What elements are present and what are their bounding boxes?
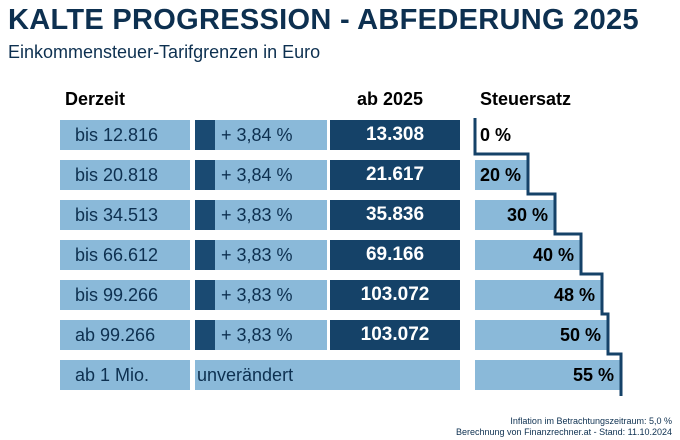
row-marker (195, 160, 215, 190)
current-limit-cell: ab 99.266 (60, 320, 190, 350)
header-current: Derzeit (65, 89, 126, 109)
increase-cell: + 3,83 % (215, 240, 327, 270)
footnote-source: Berechnung von Finanzrechner.at - Stand:… (456, 427, 672, 437)
row-marker (195, 240, 215, 270)
current-limit-cell: bis 99.266 (60, 280, 190, 310)
tax-rate-label: 0 % (480, 125, 512, 145)
current-limit-cell: bis 12.816 (60, 120, 190, 150)
tax-rate-label: 40 % (532, 245, 574, 265)
chart-subtitle: Einkommensteuer-Tarifgrenzen in Euro (8, 42, 321, 62)
staircase-outline (473, 118, 623, 396)
new-limit-cell: 103.072 (330, 280, 460, 310)
new-limit-cell: 21.617 (330, 160, 460, 190)
tax-rate-label: 30 % (506, 205, 548, 225)
row-marker (195, 120, 215, 150)
tax-rate-label: 48 % (553, 285, 595, 305)
increase-cell: + 3,84 % (215, 120, 327, 150)
tax-rate-bar (475, 360, 621, 390)
increase-cell: + 3,83 % (215, 320, 327, 350)
row-marker (195, 280, 215, 310)
row-marker (195, 320, 215, 350)
header-tax-rate: Steuersatz (480, 89, 572, 109)
increase-cell: + 3,83 % (215, 200, 327, 230)
new-limit-cell: 13.308 (330, 120, 460, 150)
increase-cell: + 3,84 % (215, 160, 327, 190)
tax-rate-bar (475, 280, 602, 310)
new-limit-cell: 35.836 (330, 200, 460, 230)
tax-rate-label: 20 % (479, 165, 521, 185)
current-limit-cell: bis 66.612 (60, 240, 190, 270)
tax-rate-label: 50 % (559, 325, 601, 345)
new-limit-cell: 103.072 (330, 320, 460, 350)
unchanged-cell: unverändert (195, 360, 460, 390)
chart-title: KALTE PROGRESSION - ABFEDERUNG 2025 (8, 4, 639, 36)
current-limit-cell: ab 1 Mio. (60, 360, 190, 390)
tax-rate-bar (475, 200, 555, 230)
tax-rate-bar (475, 160, 528, 190)
increase-cell: + 3,83 % (215, 280, 327, 310)
row-marker (195, 200, 215, 230)
tax-rate-label: 55 % (572, 365, 614, 385)
tax-rate-bar (475, 240, 581, 270)
new-limit-cell: 69.166 (330, 240, 460, 270)
footnote-inflation: Inflation im Betrachtungszeitraum: 5,0 % (510, 416, 672, 426)
header-2025: ab 2025 (357, 89, 424, 109)
current-limit-cell: bis 34.513 (60, 200, 190, 230)
current-limit-cell: bis 20.818 (60, 160, 190, 190)
tax-rate-bar (475, 320, 608, 350)
